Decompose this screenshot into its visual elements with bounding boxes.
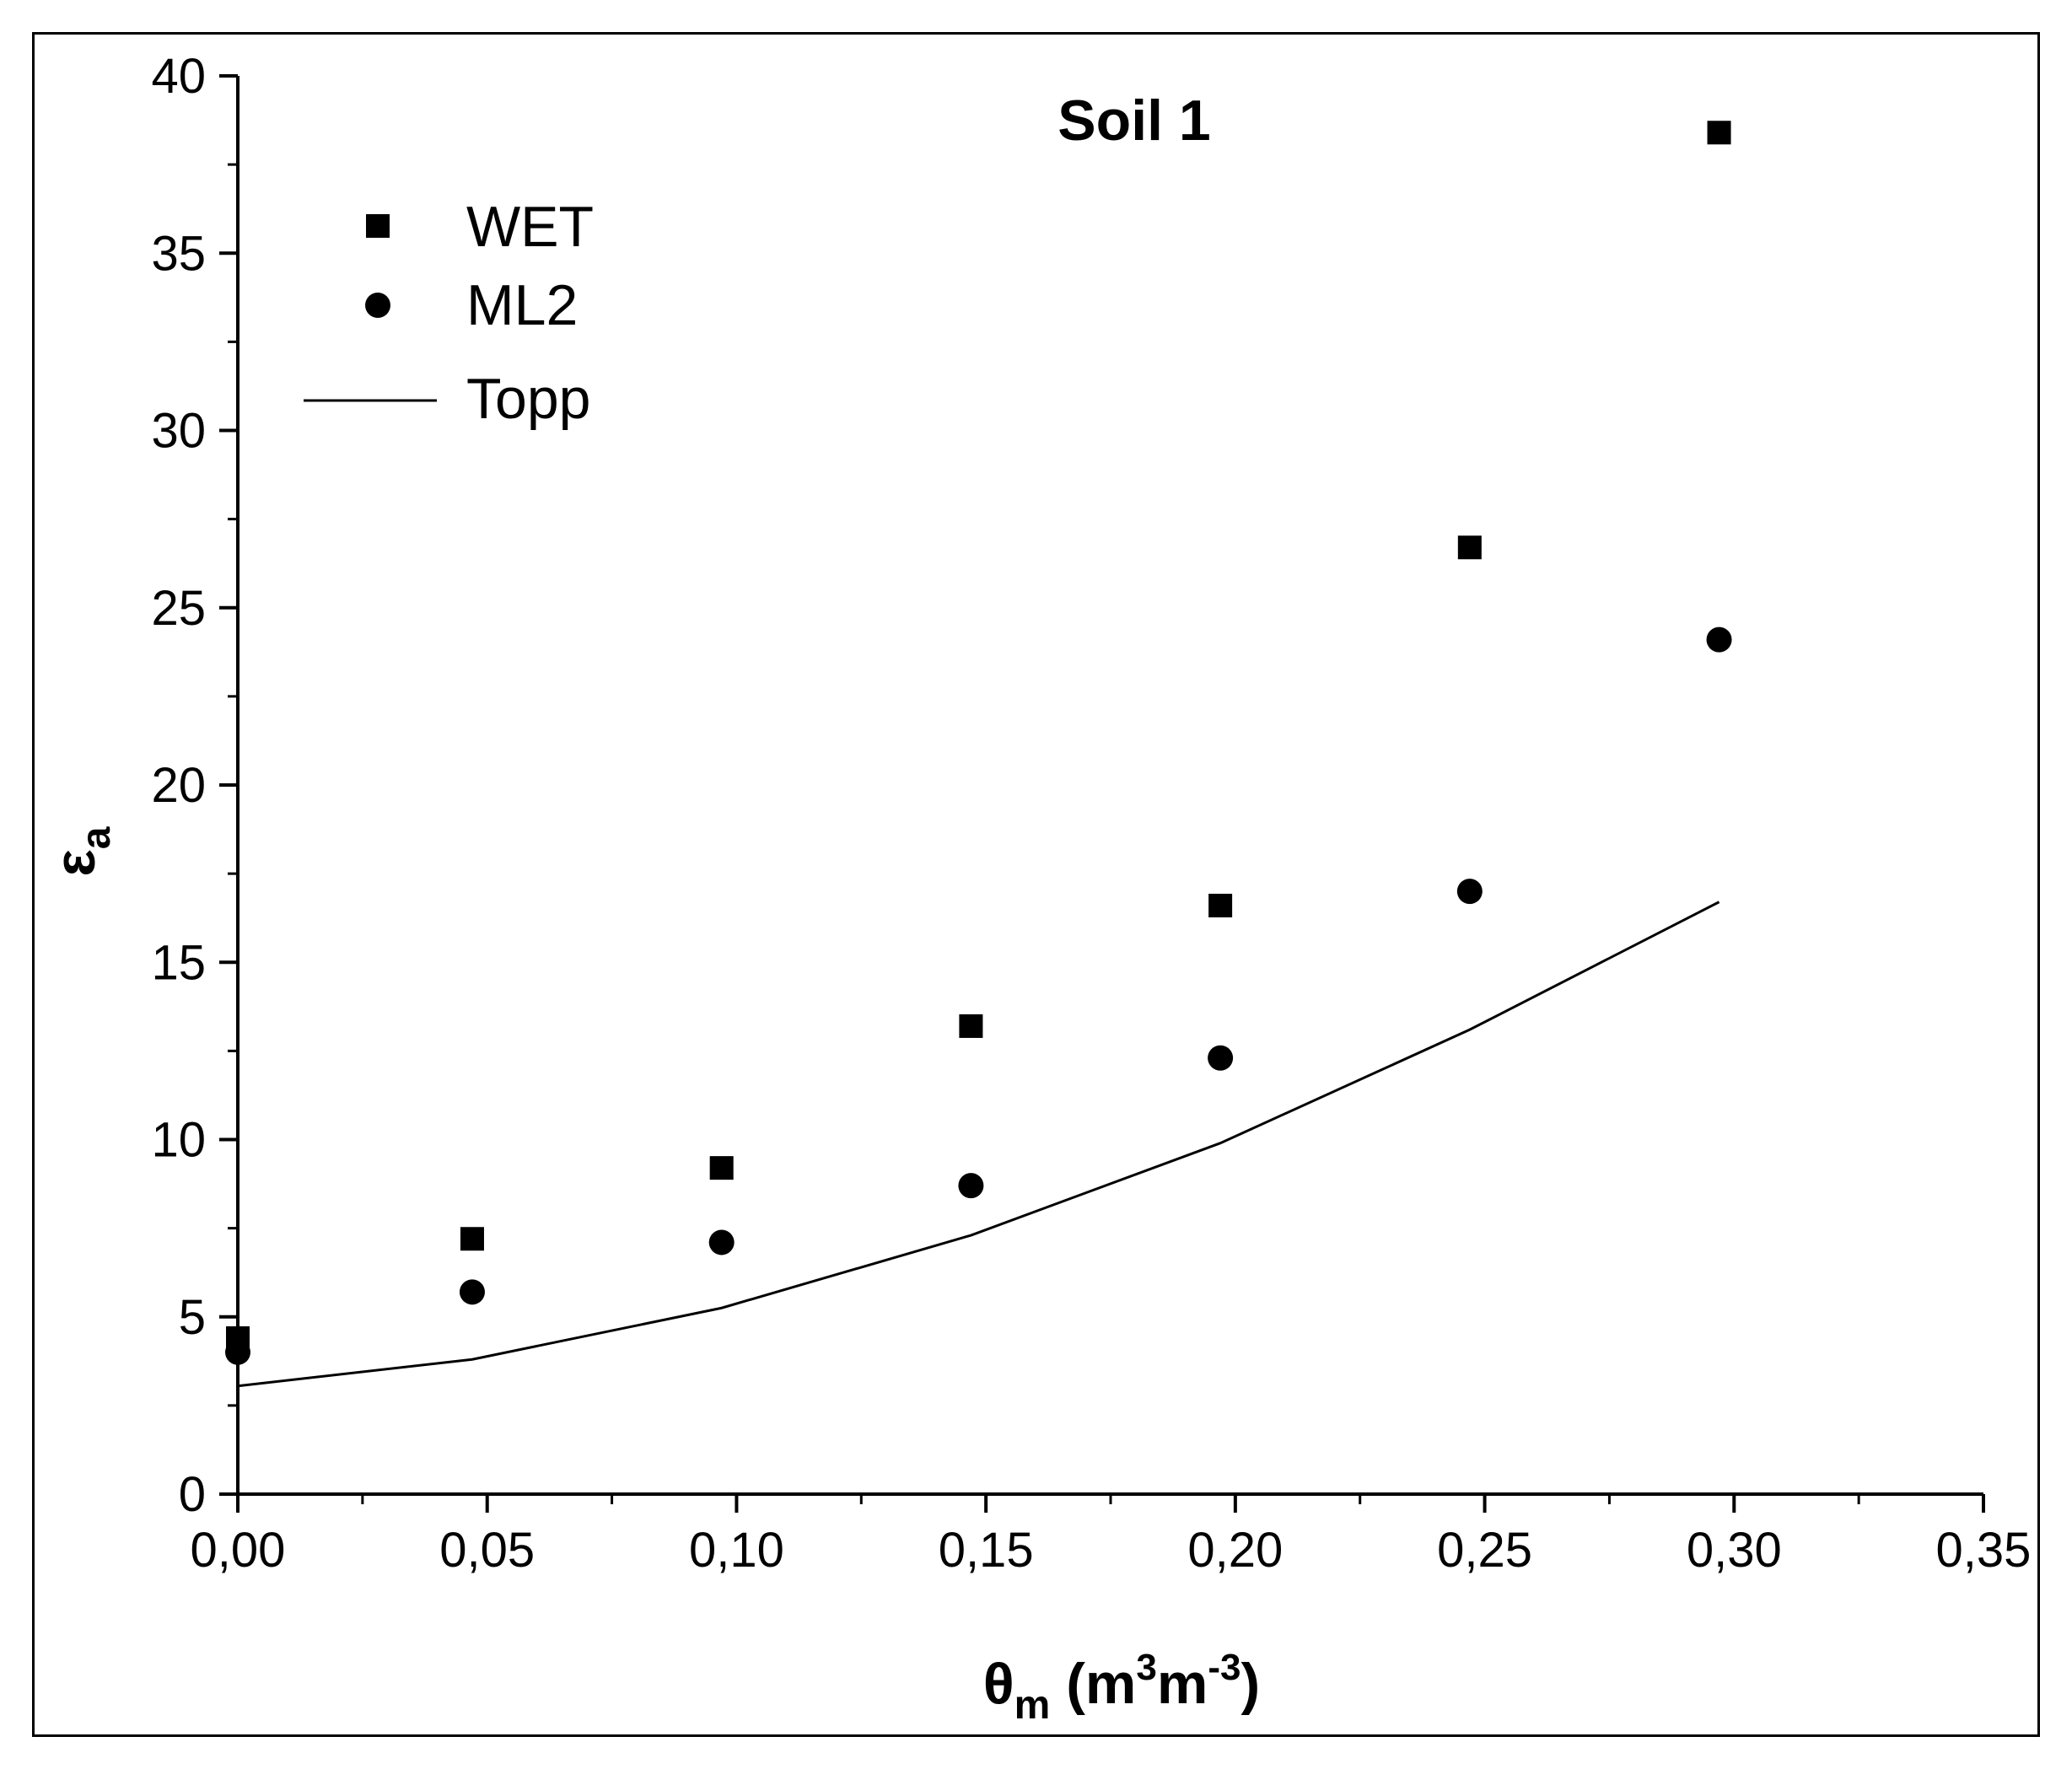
legend-label-ml2: ML2 — [466, 273, 578, 337]
x-axis-title: θm (m3m-3) — [983, 1647, 1260, 1728]
x-axis-unit-sup2: -3 — [1208, 1647, 1241, 1688]
x-tick-label: 0,35 — [1936, 1523, 2032, 1578]
x-tick-label: 0,15 — [939, 1523, 1034, 1578]
x-axis-unit-close: ) — [1241, 1652, 1260, 1716]
legend-marker-wet — [366, 214, 390, 238]
x-axis-unit-open: (m — [1050, 1652, 1136, 1716]
y-tick-label: 20 — [151, 758, 206, 813]
y-tick-label: 5 — [179, 1290, 206, 1345]
y-axis-symbol-sub: a — [74, 826, 119, 849]
chart-frame — [32, 32, 2040, 1737]
x-axis-symbol: θ — [983, 1652, 1014, 1716]
y-tick-label: 25 — [151, 581, 206, 636]
point-wet — [1707, 121, 1731, 145]
point-ml2 — [1456, 879, 1483, 905]
x-axis-unit-sup1: 3 — [1136, 1647, 1156, 1688]
x-tick-label: 0,30 — [1687, 1523, 1782, 1578]
point-wet — [1208, 893, 1233, 917]
x-axis-symbol-sub: m — [1014, 1683, 1051, 1728]
x-axis-unit-mid: m — [1157, 1652, 1208, 1716]
y-tick-label: 15 — [151, 935, 206, 990]
legend-label-topp: Topp — [466, 367, 590, 431]
x-tick-label: 0,20 — [1187, 1523, 1283, 1578]
y-tick-label: 0 — [179, 1467, 206, 1522]
legend: WET ML2 Topp — [304, 195, 594, 431]
legend-label-wet: WET — [466, 195, 594, 259]
legend-marker-ml2 — [365, 293, 390, 318]
point-ml2 — [225, 1339, 250, 1365]
x-tick-label: 0,05 — [439, 1523, 535, 1578]
point-ml2 — [1706, 626, 1732, 653]
x-tick-label: 0,10 — [689, 1523, 784, 1578]
y-axis-title: εa — [43, 826, 119, 876]
y-axis-symbol: ε — [43, 849, 107, 876]
point-wet — [959, 1014, 983, 1038]
ticks: 0,00 0,05 0,10 0,15 0,20 0,25 0,30 0,35 0 5 10 15 20… — [151, 49, 2031, 1578]
point-wet — [709, 1156, 734, 1180]
x-tick-label: 0,00 — [191, 1523, 286, 1578]
data-marks — [225, 121, 1732, 1388]
series-line-topp — [237, 901, 1720, 1388]
point-ml2 — [958, 1173, 984, 1199]
x-tick-label: 0,25 — [1437, 1523, 1532, 1578]
point-ml2 — [459, 1279, 485, 1305]
point-wet — [1457, 535, 1482, 560]
y-tick-label: 35 — [151, 226, 206, 281]
point-ml2 — [1208, 1045, 1234, 1071]
y-tick-label: 10 — [151, 1113, 206, 1168]
y-tick-label: 40 — [151, 49, 206, 104]
point-ml2 — [708, 1229, 735, 1256]
y-tick-label: 30 — [151, 404, 206, 459]
chart-title: Soil 1 — [1058, 89, 1210, 153]
point-wet — [460, 1227, 484, 1251]
